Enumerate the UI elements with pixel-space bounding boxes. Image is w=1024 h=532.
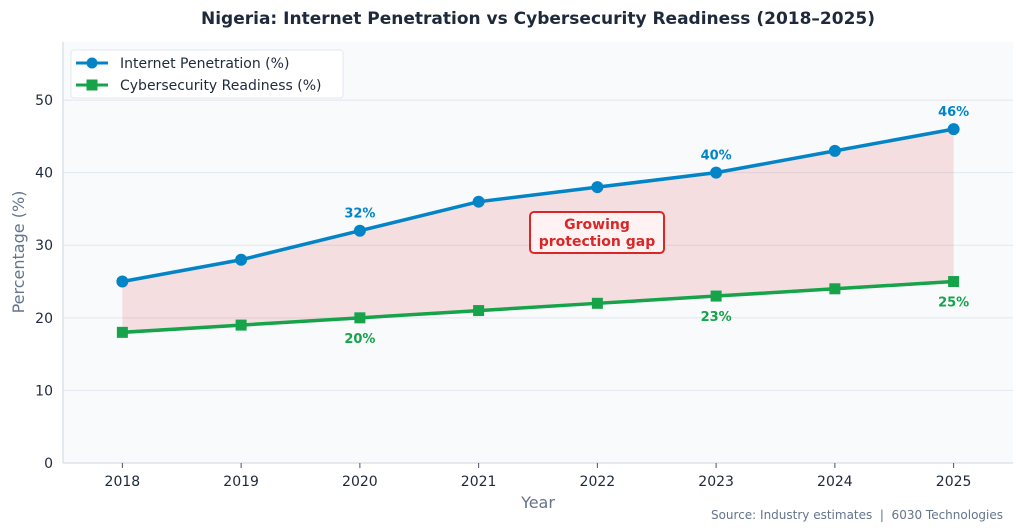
series-line-1 (122, 279, 954, 335)
data-point (235, 253, 248, 266)
x-tick-label: 2025 (936, 474, 972, 490)
y-tick-label: 0 (44, 456, 53, 472)
y-axis-label: Percentage (%) (9, 191, 28, 314)
chart-title: Nigeria: Internet Penetration vs Cyberse… (201, 9, 875, 29)
data-point (828, 144, 841, 157)
legend: Internet Penetration (%) Cybersecurity R… (70, 49, 344, 99)
data-point (353, 224, 366, 237)
data-point (116, 326, 128, 338)
annotation-line-1: Growing (564, 217, 630, 233)
data-label: 23% (701, 310, 732, 325)
data-label: 40% (701, 149, 732, 164)
data-label: 20% (344, 332, 375, 347)
data-point (710, 290, 722, 302)
data-point (948, 276, 960, 288)
data-point (473, 305, 485, 317)
legend-label-internet: Internet Penetration (%) (120, 56, 289, 72)
source-note: Source: Industry estimates | 6030 Techno… (711, 508, 1003, 522)
data-point (591, 297, 603, 309)
x-tick-label: 2021 (461, 474, 497, 490)
data-point (116, 275, 129, 288)
data-point (947, 123, 960, 136)
y-tick-label: 40 (35, 166, 53, 182)
y-tick-label: 30 (35, 238, 53, 254)
x-tick-label: 2022 (580, 474, 616, 490)
x-tick-label: 2018 (105, 474, 141, 490)
x-tick-label: 2023 (698, 474, 734, 490)
legend-marker-cyber (86, 79, 98, 91)
data-point (235, 319, 247, 331)
annotation-box: Growing protection gap (529, 211, 665, 254)
x-axis-label: Year (520, 493, 555, 512)
data-point (829, 283, 841, 295)
data-point (591, 181, 604, 194)
series-line-0 (122, 127, 954, 284)
annotation-line-2: protection gap (539, 234, 655, 250)
x-tick-label: 2019 (223, 474, 259, 490)
data-label: 25% (938, 296, 969, 311)
y-tick-label: 20 (35, 311, 53, 327)
data-label: 32% (344, 207, 375, 222)
legend-label-cyber: Cybersecurity Readiness (%) (120, 78, 321, 94)
legend-marker-internet (86, 57, 98, 69)
data-point (472, 195, 485, 208)
data-point (710, 166, 723, 179)
x-tick-label: 2020 (342, 474, 378, 490)
data-point (354, 312, 366, 324)
y-tick-label: 50 (35, 93, 53, 109)
y-tick-label: 10 (35, 383, 53, 399)
data-label: 46% (938, 105, 969, 120)
x-tick-label: 2024 (817, 474, 853, 490)
